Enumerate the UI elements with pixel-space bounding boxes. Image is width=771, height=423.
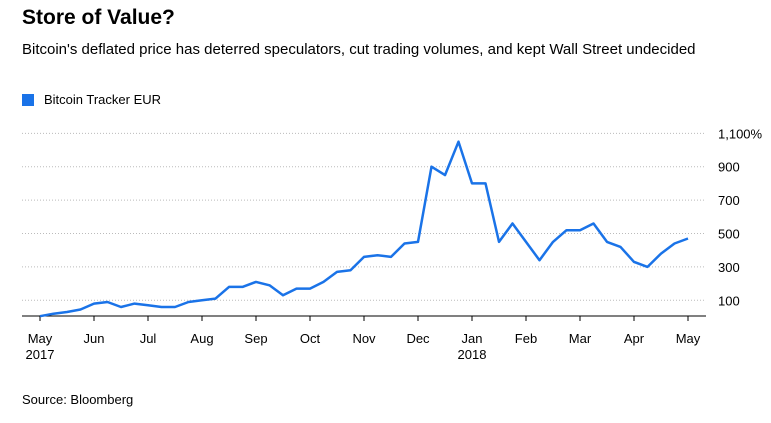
x-tick-label: May bbox=[676, 331, 701, 346]
legend-label: Bitcoin Tracker EUR bbox=[44, 92, 162, 107]
y-tick-label: 700 bbox=[718, 193, 740, 208]
chart-subtitle: Bitcoin's deflated price has deterred sp… bbox=[22, 41, 696, 58]
legend-swatch bbox=[22, 93, 34, 106]
x-tick-label: Feb bbox=[515, 331, 537, 346]
x-year-label: 2018 bbox=[458, 347, 487, 362]
y-tick-label: 100 bbox=[718, 293, 740, 308]
x-tick-label: Jan bbox=[462, 331, 483, 346]
y-tick-label: 500 bbox=[718, 227, 740, 242]
x-tick-label: Jun bbox=[84, 331, 105, 346]
data-line bbox=[39, 140, 689, 318]
source-note: Source: Bloomberg bbox=[22, 392, 134, 407]
chart-title: Store of Value? bbox=[22, 6, 175, 29]
x-tick-label: Aug bbox=[190, 331, 213, 346]
x-year-label: 2017 bbox=[26, 347, 55, 362]
x-tick-label: Nov bbox=[352, 331, 376, 346]
x-tick-label: Sep bbox=[244, 331, 267, 346]
x-tick-label: Mar bbox=[569, 331, 592, 346]
y-tick-label: 900 bbox=[718, 160, 740, 175]
y-tick-label: 300 bbox=[718, 260, 740, 275]
x-tick-label: Jul bbox=[140, 331, 157, 346]
x-tick-label: Apr bbox=[624, 331, 645, 346]
y-tick-label: 1,100% bbox=[718, 126, 763, 141]
x-tick-label: May bbox=[28, 331, 53, 346]
x-tick-label: Oct bbox=[300, 331, 321, 346]
legend: Bitcoin Tracker EUR bbox=[22, 92, 161, 107]
x-tick-label: Dec bbox=[406, 331, 430, 346]
